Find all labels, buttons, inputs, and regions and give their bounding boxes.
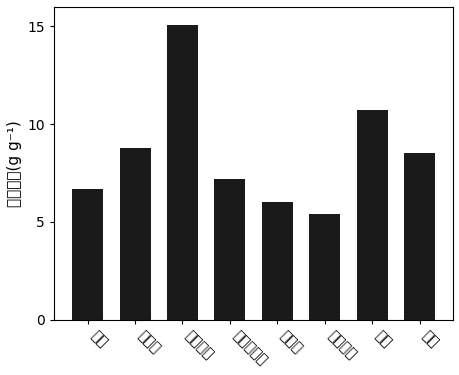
Bar (308, 214, 339, 320)
Bar (214, 179, 245, 320)
Y-axis label: 吸附容量(g g⁻¹): 吸附容量(g g⁻¹) (7, 120, 22, 207)
Bar (72, 189, 103, 320)
Bar (167, 24, 197, 319)
Bar (261, 202, 292, 320)
Bar (403, 153, 434, 320)
Bar (119, 148, 150, 320)
Bar (356, 111, 386, 320)
